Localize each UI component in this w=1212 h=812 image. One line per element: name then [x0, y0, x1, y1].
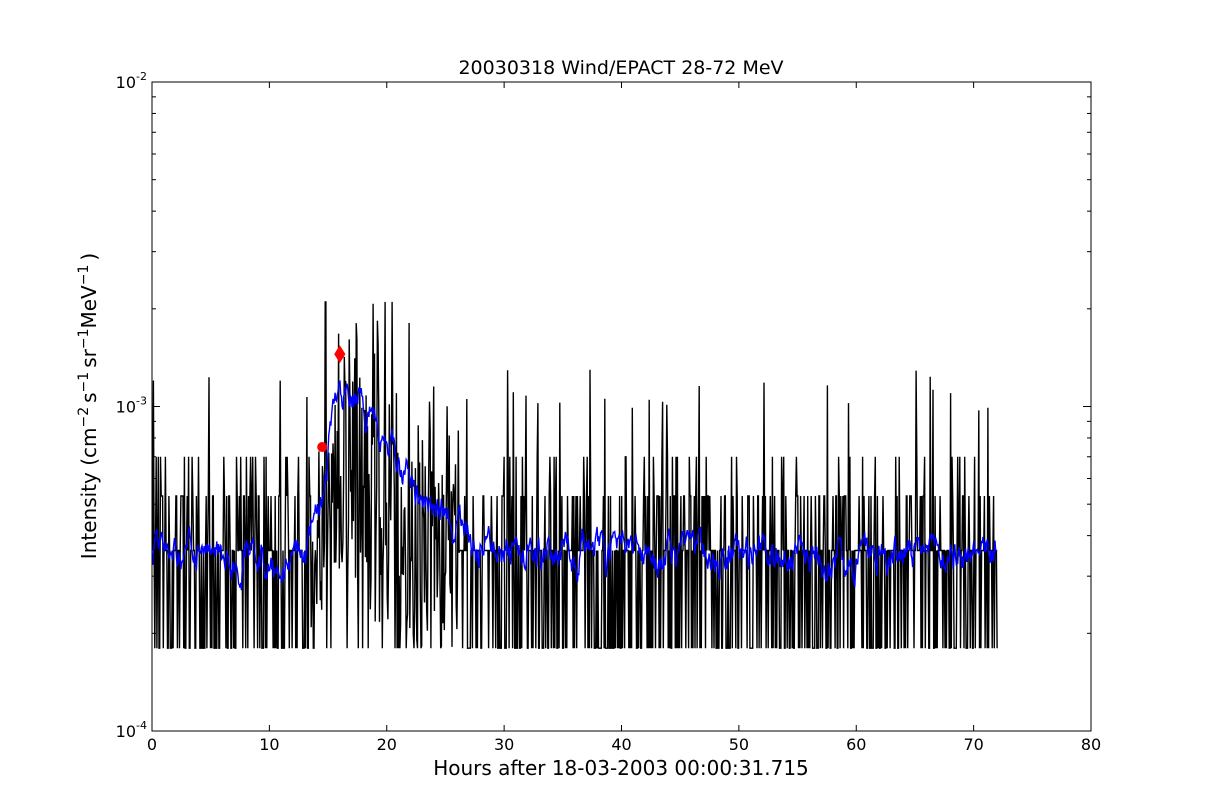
y-label-s-exponent: −1 — [76, 372, 92, 393]
x-tick-label: 10 — [259, 735, 279, 754]
y-tick-label: 10-4 — [116, 719, 147, 741]
y-label-mev-exponent: −1 — [76, 265, 92, 286]
x-tick-label: 20 — [377, 735, 397, 754]
plot-area — [151, 81, 1092, 732]
y-label-sr: sr — [77, 348, 101, 367]
x-axis-label: Hours after 18-03-2003 00:00:31.715 — [433, 756, 809, 780]
x-tick-label: 40 — [611, 735, 631, 754]
x-tick-label: 0 — [147, 735, 157, 754]
series-smoothed-intensity — [152, 379, 998, 591]
y-label-mev: MeV — [77, 285, 101, 329]
x-tick-label: 50 — [729, 735, 749, 754]
y-label-prefix: Intensity (cm — [77, 428, 101, 560]
series-layer — [152, 301, 998, 649]
x-tick-label: 70 — [963, 735, 983, 754]
peak-diamond-marker — [334, 345, 346, 364]
x-tick-label: 80 — [1081, 735, 1101, 754]
chart-title: 20030318 Wind/EPACT 28-72 MeV — [458, 57, 783, 79]
y-label-s: s — [77, 392, 101, 402]
y-axis-label: Intensity (cm−2s−1sr−1MeV−1) — [76, 253, 101, 559]
x-tick-label: 60 — [846, 735, 866, 754]
y-label-cm-exponent: −2 — [76, 407, 92, 428]
y-tick-labels: 10-4 10-3 10-2 — [116, 70, 147, 741]
y-label-suffix: ) — [77, 253, 101, 261]
tick-layer — [151, 81, 1092, 732]
onset-circle-marker — [317, 442, 328, 453]
x-tick-label: 30 — [494, 735, 514, 754]
y-label-sr-exponent: −1 — [76, 329, 92, 350]
marker-layer — [317, 345, 346, 453]
x-tick-labels: 0 10 20 30 40 50 60 70 80 — [147, 735, 1101, 754]
y-tick-label: 10-2 — [116, 70, 147, 92]
y-tick-label: 10-3 — [116, 395, 147, 417]
